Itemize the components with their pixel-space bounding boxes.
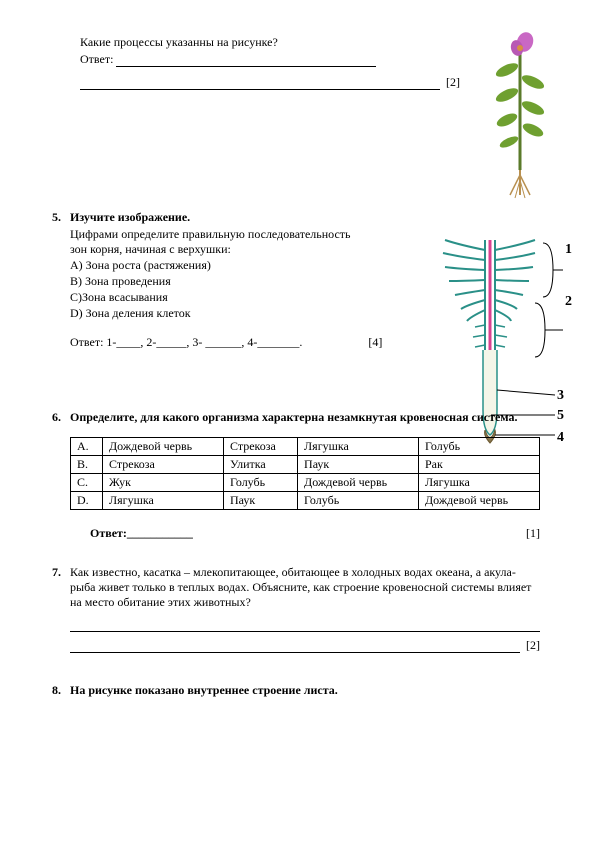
table-row: B. Стрекоза Улитка Паук Рак bbox=[71, 456, 540, 474]
q4-text: Какие процессы указанны на рисунке? Отве… bbox=[80, 35, 540, 90]
question-7: 7. Как известно, касатка – млекопитающее… bbox=[70, 565, 540, 653]
q6-table: A. Дождевой червь Стрекоза Лягушка Голуб… bbox=[70, 437, 540, 510]
answer-blank[interactable] bbox=[80, 77, 440, 90]
table-cell: Паук bbox=[223, 492, 297, 510]
table-cell: Рак bbox=[419, 456, 540, 474]
table-row: A. Дождевой червь Стрекоза Лягушка Голуб… bbox=[71, 438, 540, 456]
table-cell: Жук bbox=[103, 474, 224, 492]
q8-title: На рисунке показано внутреннее строение … bbox=[70, 683, 338, 697]
table-cell: Лягушка bbox=[419, 474, 540, 492]
table-cell: C. bbox=[71, 474, 103, 492]
q6-title: Определите, для какого организма характе… bbox=[70, 410, 517, 424]
q7-body: Как известно, касатка – млекопитающее, о… bbox=[70, 565, 540, 610]
q4-answer-line: Ответ: bbox=[80, 52, 540, 67]
diagram-label-5: 5 bbox=[557, 408, 564, 423]
table-row: D. Лягушка Паук Голубь Дождевой червь bbox=[71, 492, 540, 510]
q7-number: 7. bbox=[52, 565, 61, 580]
q4-score: [2] bbox=[446, 75, 460, 90]
answer-blank[interactable] bbox=[116, 55, 376, 67]
table-cell: Голубь bbox=[298, 492, 419, 510]
diagram-label-3: 3 bbox=[557, 388, 564, 403]
q5-score: [4] bbox=[368, 335, 382, 349]
q6-answer-label[interactable]: Ответ:___________ bbox=[90, 526, 193, 540]
q5-number: 5. bbox=[52, 210, 61, 225]
diagram-label-1: 1 bbox=[565, 242, 572, 257]
table-row: C. Жук Голубь Дождевой червь Лягушка bbox=[71, 474, 540, 492]
q6-number: 6. bbox=[52, 410, 61, 425]
table-cell: Лягушка bbox=[298, 438, 419, 456]
q4-answer-label: Ответ: bbox=[80, 52, 113, 66]
q5-answer-label[interactable]: Ответ: 1-____, 2-_____, 3- ______, 4-___… bbox=[70, 335, 302, 349]
table-cell: Улитка bbox=[223, 456, 297, 474]
question-4: Какие процессы указанны на рисунке? Отве… bbox=[70, 35, 540, 90]
q4-question: Какие процессы указанны на рисунке? bbox=[80, 35, 540, 50]
q5-intro: Цифрами определите правильную последоват… bbox=[70, 227, 370, 257]
table-cell: Дождевой червь bbox=[103, 438, 224, 456]
diagram-label-2: 2 bbox=[565, 294, 572, 309]
table-cell: Голубь bbox=[223, 474, 297, 492]
plant-illustration bbox=[485, 30, 555, 200]
q7-score: [2] bbox=[526, 638, 540, 653]
answer-blank[interactable] bbox=[70, 640, 520, 653]
q7-answer-lines: [2] bbox=[70, 618, 540, 653]
table-cell: Паук bbox=[298, 456, 419, 474]
table-cell: Стрекоза bbox=[223, 438, 297, 456]
table-cell: A. bbox=[71, 438, 103, 456]
q4-line2: [2] bbox=[80, 75, 460, 90]
q5-title: Изучите изображение. bbox=[70, 210, 190, 224]
question-8: 8. На рисунке показано внутреннее строен… bbox=[70, 683, 540, 698]
question-6: 6. Определите, для какого организма хара… bbox=[70, 410, 540, 541]
answer-blank[interactable] bbox=[70, 618, 540, 632]
q6-answer-row: Ответ:___________ [1] bbox=[90, 526, 540, 541]
diagram-label-4: 4 bbox=[557, 430, 564, 445]
table-cell: Стрекоза bbox=[103, 456, 224, 474]
table-cell: Лягушка bbox=[103, 492, 224, 510]
table-cell: B. bbox=[71, 456, 103, 474]
q8-number: 8. bbox=[52, 683, 61, 698]
table-cell: Дождевой червь bbox=[419, 492, 540, 510]
table-cell: Голубь bbox=[419, 438, 540, 456]
q6-score: [1] bbox=[526, 526, 540, 541]
table-cell: D. bbox=[71, 492, 103, 510]
table-cell: Дождевой червь bbox=[298, 474, 419, 492]
